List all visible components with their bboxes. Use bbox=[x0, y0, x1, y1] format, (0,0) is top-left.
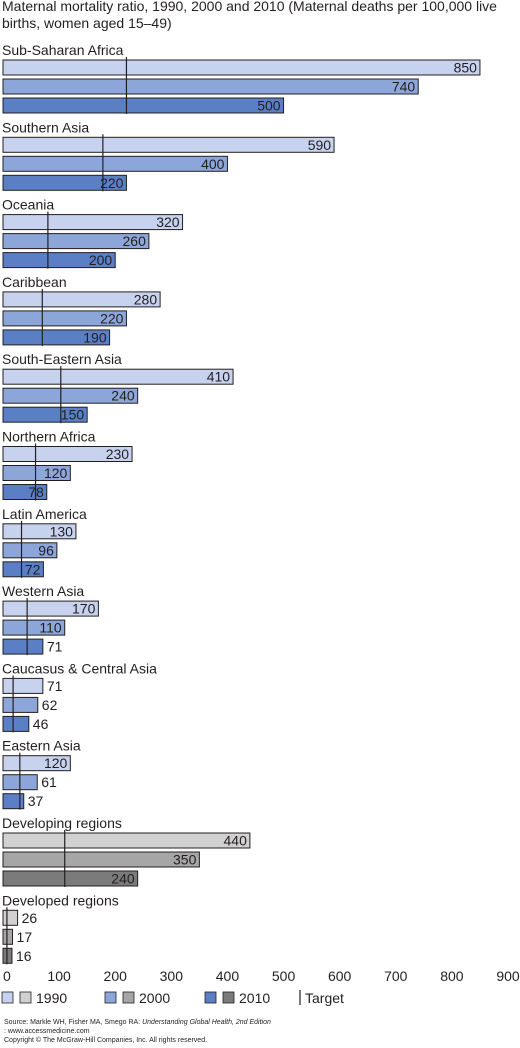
bar-sub-saharan-africa-1990 bbox=[3, 60, 480, 75]
group-label-oceania: Oceania bbox=[2, 197, 54, 213]
legend-target-label: Target bbox=[305, 990, 344, 1006]
bar-sub-saharan-africa-2010 bbox=[3, 98, 284, 113]
legend-swatch-aggregate-2000 bbox=[123, 992, 134, 1003]
x-tick-label-500: 500 bbox=[272, 968, 296, 984]
data-label-eastern-asia-2000: 61 bbox=[41, 774, 57, 790]
group-label-western-asia: Western Asia bbox=[2, 583, 84, 599]
source-prefix: Source: Markle WH, Fisher MA, Smego RA: bbox=[4, 1019, 142, 1026]
group-label-northern-africa: Northern Africa bbox=[2, 429, 96, 445]
source-site: : www.accessmedicine.com bbox=[4, 1028, 90, 1035]
group-label-developed-regions: Developed regions bbox=[2, 892, 119, 908]
bar-developed-regions-1990 bbox=[3, 910, 18, 925]
bar-eastern-asia-2010 bbox=[3, 794, 24, 809]
group-label-sub-saharan-africa: Sub-Saharan Africa bbox=[2, 42, 124, 58]
legend-label-1990: 1990 bbox=[36, 990, 67, 1006]
bar-south-eastern-asia-1990 bbox=[3, 369, 233, 384]
group-label-developing-regions: Developing regions bbox=[2, 815, 122, 831]
bar-developing-regions-2000 bbox=[3, 852, 199, 867]
bar-southern-asia-1990 bbox=[3, 137, 334, 152]
group-label-eastern-asia: Eastern Asia bbox=[2, 738, 81, 754]
copyright: Copyright © The McGraw-Hill Companies, I… bbox=[4, 1036, 271, 1045]
source-note: Source: Markle WH, Fisher MA, Smego RA: … bbox=[4, 1018, 271, 1045]
data-label-caribbean-1990: 280 bbox=[134, 291, 158, 307]
data-label-latin-america-1990: 130 bbox=[50, 523, 74, 539]
legend-swatch-region-2010 bbox=[205, 992, 216, 1003]
data-label-developing-regions-2000: 350 bbox=[173, 852, 197, 868]
data-label-developing-regions-2010: 240 bbox=[111, 871, 135, 887]
data-label-northern-africa-1990: 230 bbox=[106, 446, 130, 462]
group-label-caucasus-central-asia: Caucasus & Central Asia bbox=[2, 660, 157, 676]
data-label-southern-asia-2010: 220 bbox=[100, 175, 124, 191]
bar-caucasus-central-asia-2000 bbox=[3, 697, 38, 712]
group-label-south-eastern-asia: South-Eastern Asia bbox=[2, 351, 122, 367]
source-book: Understanding Global Health, 2nd Edition bbox=[142, 1019, 271, 1026]
data-label-caucasus-central-asia-1990: 71 bbox=[47, 678, 63, 694]
data-label-southern-asia-2000: 400 bbox=[201, 156, 225, 172]
x-tick-label-0: 0 bbox=[3, 968, 11, 984]
bar-developing-regions-1990 bbox=[3, 833, 250, 848]
data-label-eastern-asia-2010: 37 bbox=[28, 793, 44, 809]
data-label-south-eastern-asia-2000: 240 bbox=[111, 388, 135, 404]
data-label-western-asia-2000: 110 bbox=[39, 620, 62, 636]
data-label-latin-america-2000: 96 bbox=[38, 542, 54, 558]
bar-sub-saharan-africa-2000 bbox=[3, 79, 418, 94]
x-tick-label-200: 200 bbox=[104, 968, 128, 984]
group-label-caribbean: Caribbean bbox=[2, 274, 67, 290]
data-label-sub-saharan-africa-2000: 740 bbox=[392, 79, 416, 95]
legend-label-2010: 2010 bbox=[239, 990, 270, 1006]
data-label-southern-asia-1990: 590 bbox=[308, 137, 332, 153]
x-tick-label-800: 800 bbox=[440, 968, 464, 984]
data-label-sub-saharan-africa-1990: 850 bbox=[454, 60, 478, 76]
x-tick-label-300: 300 bbox=[160, 968, 184, 984]
data-label-oceania-2010: 200 bbox=[89, 252, 113, 268]
group-label-southern-asia: Southern Asia bbox=[2, 119, 89, 135]
x-tick-label-400: 400 bbox=[216, 968, 240, 984]
data-label-south-eastern-asia-2010: 150 bbox=[61, 407, 85, 423]
data-label-latin-america-2010: 72 bbox=[25, 561, 41, 577]
bar-caucasus-central-asia-2010 bbox=[3, 716, 29, 731]
data-label-developed-regions-2010: 16 bbox=[16, 948, 32, 964]
legend-swatch-aggregate-2010 bbox=[223, 992, 234, 1003]
data-label-caucasus-central-asia-2010: 46 bbox=[33, 716, 49, 732]
x-tick-label-600: 600 bbox=[328, 968, 352, 984]
data-label-developed-regions-2000: 17 bbox=[17, 929, 33, 945]
x-tick-label-100: 100 bbox=[47, 968, 71, 984]
data-label-eastern-asia-1990: 120 bbox=[44, 755, 68, 771]
bar-western-asia-2010 bbox=[3, 639, 43, 654]
x-tick-label-700: 700 bbox=[384, 968, 408, 984]
data-label-caribbean-2010: 190 bbox=[83, 329, 107, 345]
data-label-northern-africa-2000: 120 bbox=[44, 465, 68, 481]
bar-southern-asia-2000 bbox=[3, 156, 227, 171]
data-label-caucasus-central-asia-2000: 62 bbox=[42, 697, 58, 713]
legend-swatch-aggregate-1990 bbox=[20, 992, 31, 1003]
data-label-western-asia-1990: 170 bbox=[72, 601, 96, 617]
x-tick-label-900: 900 bbox=[496, 968, 520, 984]
data-label-sub-saharan-africa-2010: 500 bbox=[257, 98, 281, 114]
data-label-oceania-1990: 320 bbox=[156, 214, 180, 230]
group-label-latin-america: Latin America bbox=[2, 506, 87, 522]
legend-swatch-region-2000 bbox=[105, 992, 116, 1003]
data-label-developing-regions-1990: 440 bbox=[224, 833, 248, 849]
legend-swatch-region-1990 bbox=[2, 992, 13, 1003]
data-label-western-asia-2010: 71 bbox=[47, 639, 63, 655]
data-label-oceania-2000: 260 bbox=[123, 233, 147, 249]
bar-caucasus-central-asia-1990 bbox=[3, 678, 43, 693]
data-label-caribbean-2000: 220 bbox=[100, 310, 124, 326]
bar-developed-regions-2000 bbox=[3, 929, 13, 944]
data-label-south-eastern-asia-1990: 410 bbox=[207, 369, 231, 385]
data-label-developed-regions-1990: 26 bbox=[22, 910, 38, 926]
legend-label-2000: 2000 bbox=[139, 990, 170, 1006]
